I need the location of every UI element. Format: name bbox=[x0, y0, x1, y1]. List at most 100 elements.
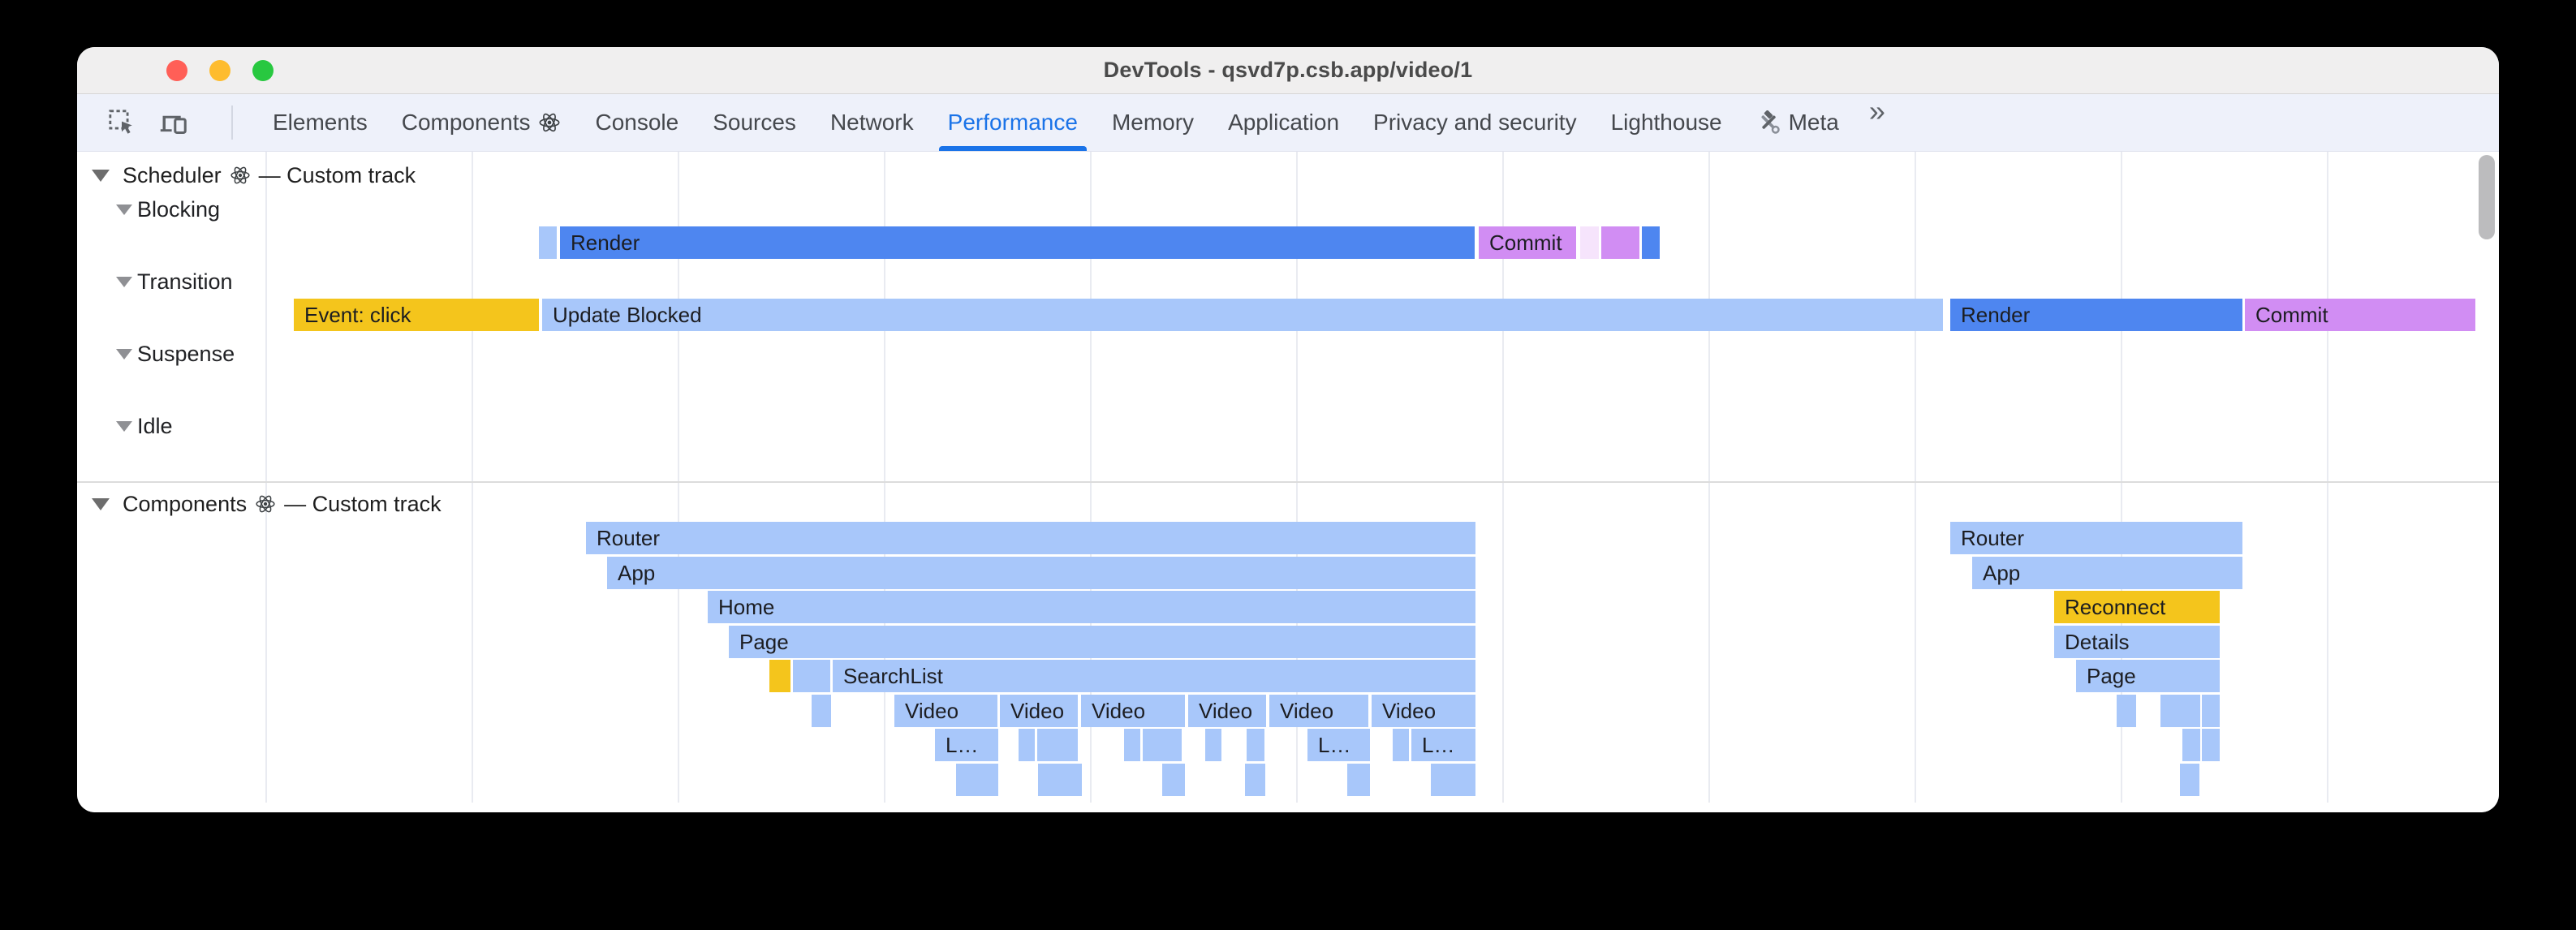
flame-bar[interactable] bbox=[812, 695, 831, 727]
tab-privacy-and-security[interactable]: Privacy and security bbox=[1373, 110, 1577, 135]
flame-bar[interactable]: Video bbox=[1269, 695, 1368, 727]
flame-bar[interactable] bbox=[1162, 764, 1185, 796]
flame-bar[interactable]: L… bbox=[1307, 729, 1370, 761]
tab-sources[interactable]: Sources bbox=[713, 110, 796, 135]
inspect-element-icon[interactable] bbox=[108, 109, 136, 136]
react-atom-icon bbox=[540, 113, 560, 132]
flame-bar[interactable]: Commit bbox=[2245, 299, 2475, 331]
tab-performance[interactable]: Performance bbox=[931, 94, 1095, 151]
tab-memory[interactable]: Memory bbox=[1111, 110, 1195, 135]
collapse-triangle-icon[interactable] bbox=[116, 420, 132, 432]
flame-bar[interactable] bbox=[1393, 729, 1409, 761]
tab-elements[interactable]: Elements bbox=[273, 110, 368, 135]
flame-bar[interactable]: Video bbox=[1081, 695, 1185, 727]
tools-icon bbox=[1761, 110, 1780, 134]
flame-bar[interactable]: Video bbox=[1372, 695, 1475, 727]
close-window-button[interactable] bbox=[166, 59, 187, 81]
flame-bar[interactable] bbox=[1143, 729, 1182, 761]
performance-panel: Scheduler — Custom track Blocking Transi… bbox=[77, 152, 2499, 812]
flame-bar[interactable] bbox=[1205, 729, 1221, 761]
flame-bar[interactable] bbox=[1601, 226, 1639, 259]
collapse-triangle-icon[interactable] bbox=[92, 497, 110, 510]
zoom-window-button[interactable] bbox=[252, 59, 274, 81]
scheduler-track-suffix: — Custom track bbox=[258, 162, 416, 187]
collapse-triangle-icon[interactable] bbox=[116, 348, 132, 360]
gridline bbox=[1708, 152, 1710, 803]
flame-bar[interactable] bbox=[793, 660, 830, 692]
more-tabs-button[interactable]: » bbox=[1868, 94, 1885, 127]
tab-lighthouse[interactable]: Lighthouse bbox=[1610, 110, 1722, 135]
titlebar: DevTools - qsvd7p.csb.app/video/1 bbox=[77, 47, 2499, 94]
device-toolbar-icon[interactable] bbox=[158, 109, 187, 136]
collapse-triangle-icon[interactable] bbox=[116, 204, 132, 215]
flame-bar[interactable] bbox=[956, 764, 998, 796]
flame-bar[interactable]: Event: click bbox=[294, 299, 539, 331]
collapse-triangle-icon[interactable] bbox=[92, 169, 110, 182]
devtools-window: DevTools - qsvd7p.csb.app/video/1 Elemen… bbox=[77, 47, 2499, 812]
flame-bar[interactable] bbox=[1038, 764, 1082, 796]
flame-bar[interactable]: Details bbox=[2054, 626, 2220, 658]
flame-bar[interactable]: Update Blocked bbox=[542, 299, 1943, 331]
components-track-header[interactable]: Components — Custom track bbox=[92, 490, 442, 518]
flame-bar[interactable] bbox=[2182, 729, 2200, 761]
components-track-suffix: — Custom track bbox=[284, 491, 442, 516]
tab-meta[interactable]: Meta bbox=[1739, 94, 1856, 151]
flame-bar[interactable]: Commit bbox=[1479, 226, 1576, 259]
flame-bar[interactable]: Router bbox=[586, 522, 1475, 554]
flame-bar[interactable] bbox=[1247, 729, 1264, 761]
flame-bar[interactable] bbox=[1642, 226, 1660, 259]
flame-bar[interactable]: Page bbox=[2076, 660, 2220, 692]
flame-bar[interactable]: App bbox=[607, 557, 1475, 589]
flame-bar[interactable] bbox=[2160, 695, 2200, 727]
traffic-lights bbox=[166, 47, 274, 93]
flame-bar[interactable] bbox=[769, 660, 790, 692]
flame-bar[interactable] bbox=[1580, 226, 1599, 259]
scheduler-lane-label[interactable]: Transition bbox=[116, 269, 233, 294]
flame-bar[interactable]: SearchList bbox=[833, 660, 1475, 692]
vertical-scrollbar-thumb[interactable] bbox=[2479, 155, 2495, 239]
scheduler-lane-label[interactable]: Idle bbox=[116, 414, 173, 438]
flame-bar[interactable] bbox=[1019, 729, 1035, 761]
tab-components[interactable]: Components bbox=[385, 94, 579, 151]
flame-bar[interactable]: Router bbox=[1950, 522, 2242, 554]
gridline bbox=[884, 152, 885, 803]
flame-bar[interactable]: Home bbox=[708, 591, 1475, 623]
gridline bbox=[265, 152, 267, 803]
scheduler-lane-label[interactable]: Suspense bbox=[116, 342, 235, 366]
gridline bbox=[2327, 152, 2328, 803]
scheduler-track-header[interactable]: Scheduler — Custom track bbox=[92, 161, 416, 189]
flame-bar[interactable]: L… bbox=[935, 729, 998, 761]
flame-bar[interactable] bbox=[2202, 695, 2220, 727]
flame-bar[interactable] bbox=[1124, 729, 1140, 761]
flame-bar[interactable] bbox=[1347, 764, 1370, 796]
flame-bar[interactable]: L… bbox=[1411, 729, 1475, 761]
tab-network[interactable]: Network bbox=[829, 110, 914, 135]
flame-bar[interactable]: Reconnect bbox=[2054, 591, 2220, 623]
tab-console[interactable]: Console bbox=[595, 110, 679, 135]
flame-bar[interactable] bbox=[1245, 764, 1265, 796]
track-divider bbox=[77, 481, 2499, 483]
scheduler-track-title: Scheduler bbox=[123, 162, 222, 187]
flame-bar[interactable]: Video bbox=[1000, 695, 1078, 727]
flame-bar[interactable]: Render bbox=[560, 226, 1475, 259]
collapse-triangle-icon[interactable] bbox=[116, 276, 132, 287]
flame-bar[interactable]: Video bbox=[1188, 695, 1266, 727]
flame-bar[interactable]: Render bbox=[1950, 299, 2242, 331]
flame-bar[interactable]: Video bbox=[894, 695, 997, 727]
tab-application[interactable]: Application bbox=[1228, 110, 1340, 135]
flame-bar[interactable] bbox=[2180, 764, 2199, 796]
flame-bar[interactable] bbox=[1431, 764, 1475, 796]
react-atom-icon bbox=[230, 166, 250, 184]
flame-bar[interactable] bbox=[2202, 729, 2220, 761]
flame-bar[interactable] bbox=[2117, 695, 2136, 727]
minimize-window-button[interactable] bbox=[209, 59, 230, 81]
toolbar-divider bbox=[231, 105, 233, 140]
devtools-toolbar: Elements Components Console Sources Netw… bbox=[77, 94, 2499, 186]
active-tab-underline bbox=[938, 146, 1087, 151]
gridline bbox=[678, 152, 679, 803]
flame-bar[interactable]: App bbox=[1972, 557, 2242, 589]
flame-bar[interactable]: Page bbox=[729, 626, 1475, 658]
scheduler-lane-label[interactable]: Blocking bbox=[116, 197, 220, 222]
flame-bar[interactable] bbox=[539, 226, 557, 259]
flame-bar[interactable] bbox=[1037, 729, 1078, 761]
